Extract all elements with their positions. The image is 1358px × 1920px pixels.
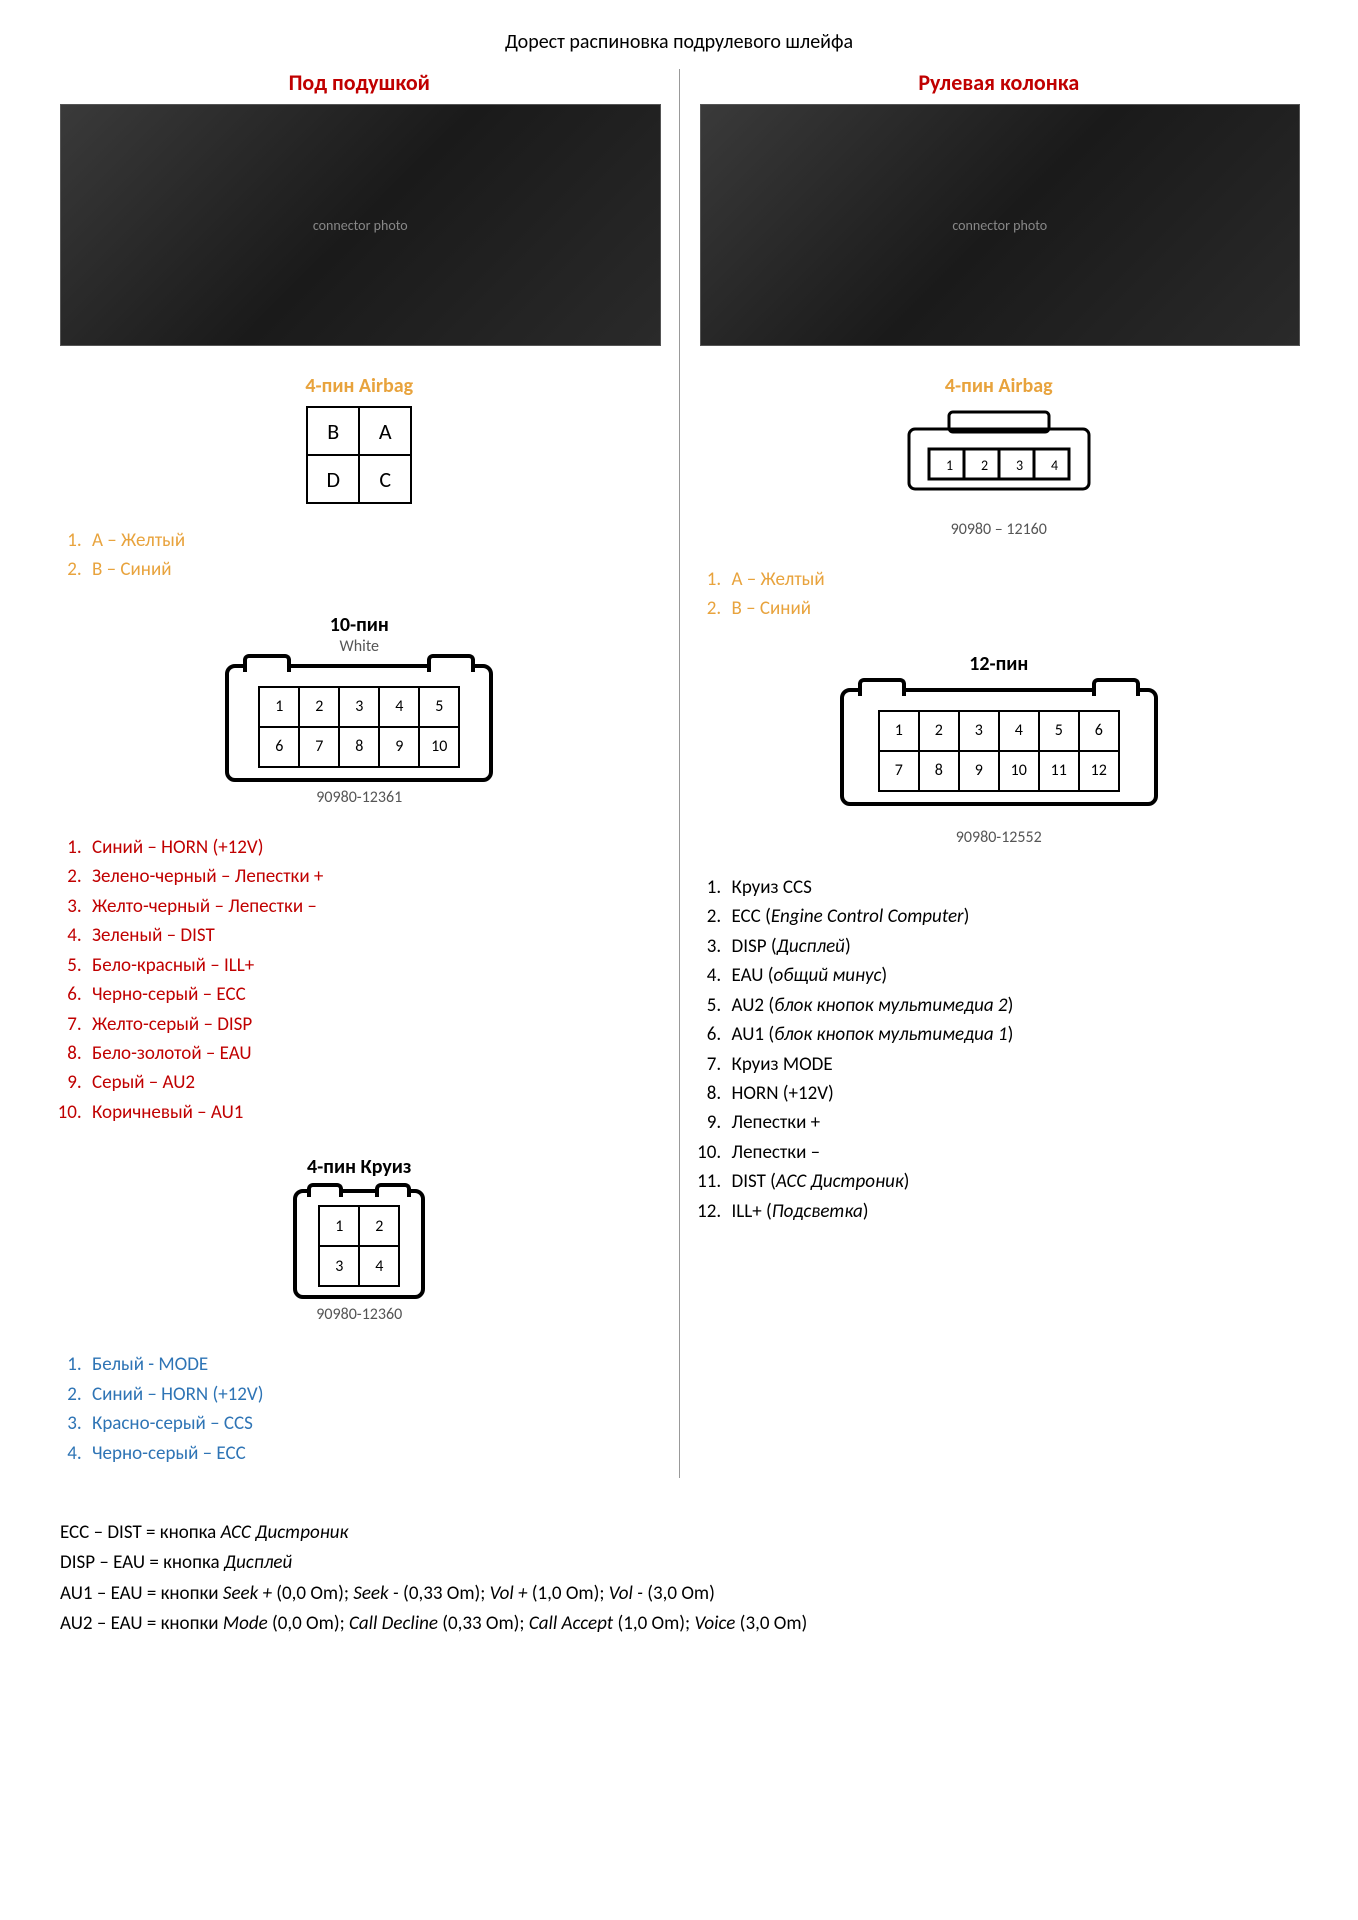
pin-cell: 3 [319, 1246, 359, 1286]
left-10pin-sub: White [60, 637, 659, 656]
pin-cell: A [359, 407, 411, 455]
list-item: Черно-серый – ECC [86, 980, 659, 1009]
pin-cell: 12 [1079, 751, 1119, 791]
list-item: A – Желтый [726, 565, 1299, 594]
left-column: Под подушкой 4-пин Airbag B A D C A – Же… [60, 69, 659, 1478]
list-item: Синий – HORN (+12V) [86, 833, 659, 862]
right-airbag-title: 4-пин Airbag [700, 374, 1299, 398]
pin-cell: 10 [999, 751, 1039, 791]
pin-cell: D [307, 455, 359, 503]
list-item: Серый – AU2 [86, 1068, 659, 1097]
right-airbag-diagram: 1 2 3 4 [889, 404, 1109, 514]
pin-cell: 9 [959, 751, 999, 791]
list-item: Бело-золотой – EAU [86, 1039, 659, 1068]
pin-cell: 2 [359, 1206, 399, 1246]
note-line: AU1 – EAU = кнопки Seek + (0,0 Om); Seek… [60, 1579, 1298, 1609]
pin-label: 3 [1016, 457, 1023, 474]
page-title: Дорест распиновка подрулевого шлейфа [60, 30, 1298, 54]
pin-cell: 6 [259, 727, 299, 767]
list-item: A – Желтый [86, 526, 659, 555]
pin-cell: 2 [299, 687, 339, 727]
pin-cell: 7 [299, 727, 339, 767]
left-4cruise-title: 4-пин Круиз [60, 1155, 659, 1179]
pin-cell: 3 [339, 687, 379, 727]
left-10pin-partnumber: 90980-12361 [60, 788, 659, 807]
list-item: Бело-красный – ILL+ [86, 951, 659, 980]
pin-label: 4 [1051, 457, 1058, 474]
list-item: Желто-черный – Лепестки – [86, 892, 659, 921]
left-4cruise-partnumber: 90980-12360 [60, 1305, 659, 1324]
pin-cell: 5 [419, 687, 459, 727]
left-10pin-title: 10-пин [60, 613, 659, 637]
left-header: Под подушкой [60, 69, 659, 96]
right-12pin-partnumber: 90980-12552 [700, 828, 1299, 847]
list-item: Зелено-черный – Лепестки + [86, 862, 659, 891]
pin-cell: 3 [959, 711, 999, 751]
list-item: DISP (Дисплей) [726, 932, 1299, 961]
right-airbag-partnumber: 90980 – 12160 [700, 520, 1299, 539]
note-line: DISP – EAU = кнопка Дисплей [60, 1548, 1298, 1578]
note-line: AU2 – EAU = кнопки Mode (0,0 Om); Call D… [60, 1609, 1298, 1639]
left-airbag-grid: B A D C [306, 406, 412, 504]
pin-cell: 4 [379, 687, 419, 727]
list-item: Зеленый – DIST [86, 921, 659, 950]
footer-notes: ECC – DIST = кнопка ACC ДистроникDISP – … [60, 1518, 1298, 1640]
list-item: Красно-серый – CCS [86, 1409, 659, 1438]
column-divider [679, 69, 680, 1478]
list-item: Желто-серый – DISP [86, 1010, 659, 1039]
right-header: Рулевая колонка [700, 69, 1299, 96]
left-photo-placeholder [60, 104, 661, 346]
left-4cruise-list: Белый - MODE Синий – HORN (+12V) Красно-… [86, 1350, 659, 1468]
list-item: ECC (Engine Control Computer) [726, 902, 1299, 931]
pin-cell: 6 [1079, 711, 1119, 751]
list-item: Белый - MODE [86, 1350, 659, 1379]
right-12pin-list: Круиз CCSECC (Engine Control Computer)DI… [726, 873, 1299, 1226]
pin-cell: 10 [419, 727, 459, 767]
pin-label: 1 [946, 457, 953, 474]
pin-cell: 4 [359, 1246, 399, 1286]
right-column: Рулевая колонка 4-пин Airbag 1 2 3 4 909… [700, 69, 1299, 1478]
list-item: DIST (ACC Дистроник) [726, 1167, 1299, 1196]
right-photo-placeholder [700, 104, 1301, 346]
list-item: HORN (+12V) [726, 1079, 1299, 1108]
list-item: Круиз MODE [726, 1050, 1299, 1079]
left-10pin-list: Синий – HORN (+12V) Зелено-черный – Лепе… [86, 833, 659, 1127]
list-item: Круиз CCS [726, 873, 1299, 902]
list-item: EAU (общий минус) [726, 961, 1299, 990]
left-airbag-title: 4-пин Airbag [60, 374, 659, 398]
pin-cell: 8 [339, 727, 379, 767]
pin-cell: 5 [1039, 711, 1079, 751]
pin-cell: 2 [919, 711, 959, 751]
list-item: B – Синий [726, 594, 1299, 623]
pin-cell: 1 [879, 711, 919, 751]
list-item: AU2 (блок кнопок мультимедиа 2) [726, 991, 1299, 1020]
pin-cell: C [359, 455, 411, 503]
list-item: Черно-серый – ECC [86, 1439, 659, 1468]
list-item: B – Синий [86, 555, 659, 584]
pin-cell: 4 [999, 711, 1039, 751]
list-item: ILL+ (Подсветка) [726, 1197, 1299, 1226]
pin-label: 2 [981, 457, 988, 474]
pin-cell: 9 [379, 727, 419, 767]
pin-cell: 1 [259, 687, 299, 727]
pin-cell: 8 [919, 751, 959, 791]
pin-cell: 1 [319, 1206, 359, 1246]
pin-cell: 11 [1039, 751, 1079, 791]
right-12pin-title: 12-пин [700, 652, 1299, 676]
list-item: Синий – HORN (+12V) [86, 1380, 659, 1409]
list-item: AU1 (блок кнопок мультимедиа 1) [726, 1020, 1299, 1049]
list-item: Коричневый – AU1 [86, 1098, 659, 1127]
left-airbag-list: A – Желтый B – Синий [86, 526, 659, 585]
pin-cell: 7 [879, 751, 919, 791]
left-4cruise-connector: 1 2 3 4 [293, 1189, 425, 1299]
two-column-layout: Под подушкой 4-пин Airbag B A D C A – Же… [60, 69, 1298, 1478]
list-item: Лепестки – [726, 1138, 1299, 1167]
right-airbag-list: A – Желтый B – Синий [726, 565, 1299, 624]
right-12pin-connector: 1 2 3 4 5 6 7 8 9 10 11 12 [840, 688, 1158, 806]
note-line: ECC – DIST = кнопка ACC Дистроник [60, 1518, 1298, 1548]
list-item: Лепестки + [726, 1108, 1299, 1137]
left-10pin-connector: 1 2 3 4 5 6 7 8 9 10 [225, 664, 493, 782]
pin-cell: B [307, 407, 359, 455]
